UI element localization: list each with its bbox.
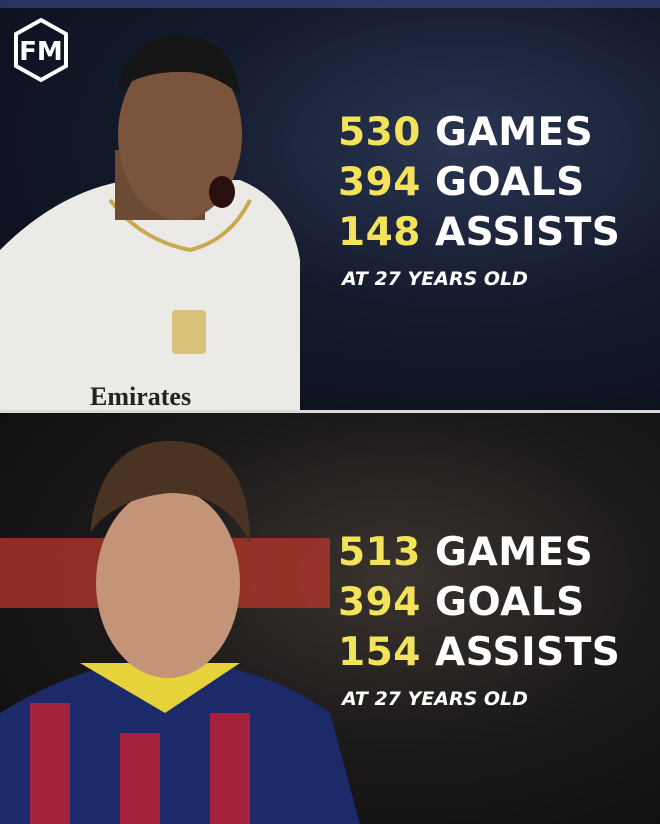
player-image-bottom — [0, 440, 360, 824]
stat-assists: 148 ASSISTS — [338, 210, 621, 255]
stats-block-bottom: 513 GAMES 394 GOALS 154 ASSISTS AT 27 YE… — [338, 528, 620, 710]
stat-games: 530 GAMES — [338, 110, 594, 155]
brand-logo-icon: FM — [14, 18, 68, 83]
bottom-panel: 513 GAMES 394 GOALS 154 ASSISTS AT 27 YE… — [0, 413, 660, 824]
stat-assists: 154 ASSISTS — [338, 630, 621, 675]
stat-goals: 394 GOALS — [338, 160, 585, 205]
svg-text:FM: FM — [19, 37, 63, 67]
player-image-top: Emirates — [0, 0, 660, 410]
age-note: AT 27 YEARS OLD — [342, 268, 528, 290]
stats-block-top: 530 GAMES 394 GOALS 148 ASSISTS AT 27 YE… — [338, 108, 620, 290]
divider — [0, 410, 660, 413]
stat-games: 513 GAMES — [338, 530, 594, 575]
top-panel: Emirates FM 530 GAMES 394 GOALS 148 ASSI… — [0, 0, 660, 410]
stat-goals: 394 GOALS — [338, 580, 585, 625]
age-note: AT 27 YEARS OLD — [342, 688, 528, 710]
jersey-sponsor: Emirates — [90, 382, 191, 410]
